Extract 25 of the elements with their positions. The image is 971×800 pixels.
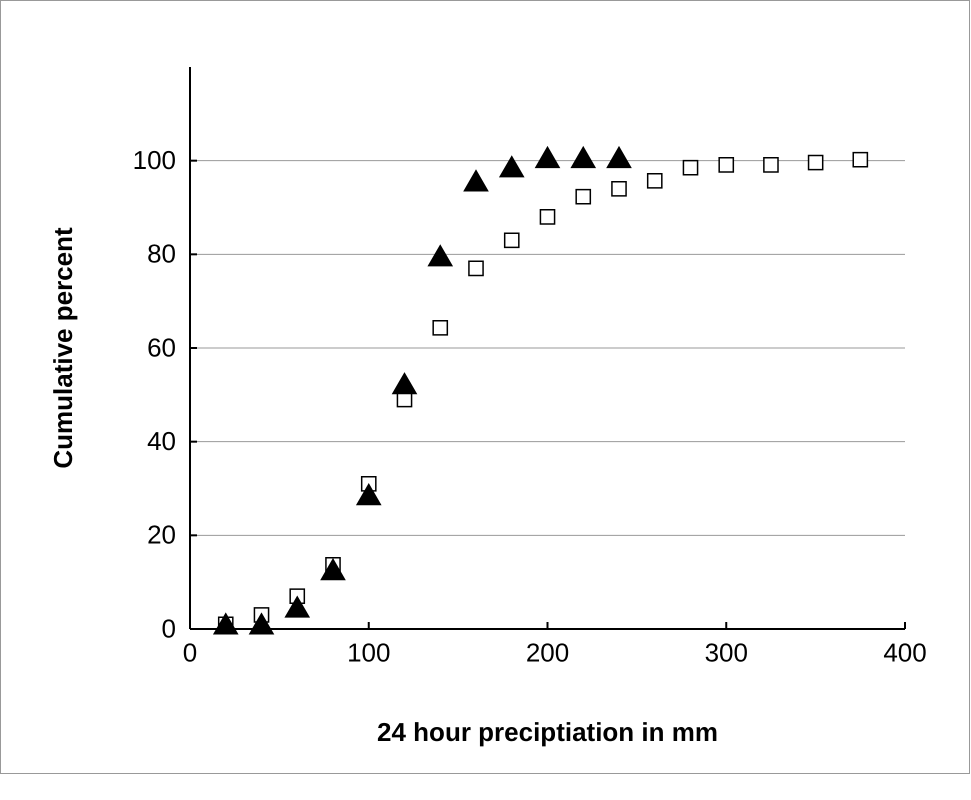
point <box>682 160 698 176</box>
point <box>540 209 556 225</box>
y-tick-label: 60 <box>147 332 176 362</box>
point <box>575 188 592 205</box>
y-tick-label: 100 <box>132 144 176 175</box>
point <box>468 260 484 276</box>
x-tick-label: 100 <box>347 637 390 668</box>
y-tick-label: 0 <box>162 613 176 644</box>
point <box>504 232 520 248</box>
point <box>611 180 627 197</box>
point <box>432 320 448 336</box>
x-tick-label: 300 <box>704 637 748 668</box>
y-tick-label: 20 <box>147 520 176 550</box>
y-tick-label: 80 <box>147 238 176 269</box>
x-axis-title: 24 hour preciptiation in mm <box>377 717 718 747</box>
point <box>763 157 779 173</box>
point <box>808 154 824 170</box>
x-tick-label: 400 <box>883 637 927 668</box>
x-tick-label: 0 <box>182 637 198 668</box>
x-tick-label: 200 <box>526 637 570 668</box>
point <box>646 172 663 189</box>
point <box>852 152 868 168</box>
point <box>718 157 734 173</box>
y-axis-title: Cumulative percent <box>48 227 78 469</box>
y-tick-label: 40 <box>147 426 176 456</box>
